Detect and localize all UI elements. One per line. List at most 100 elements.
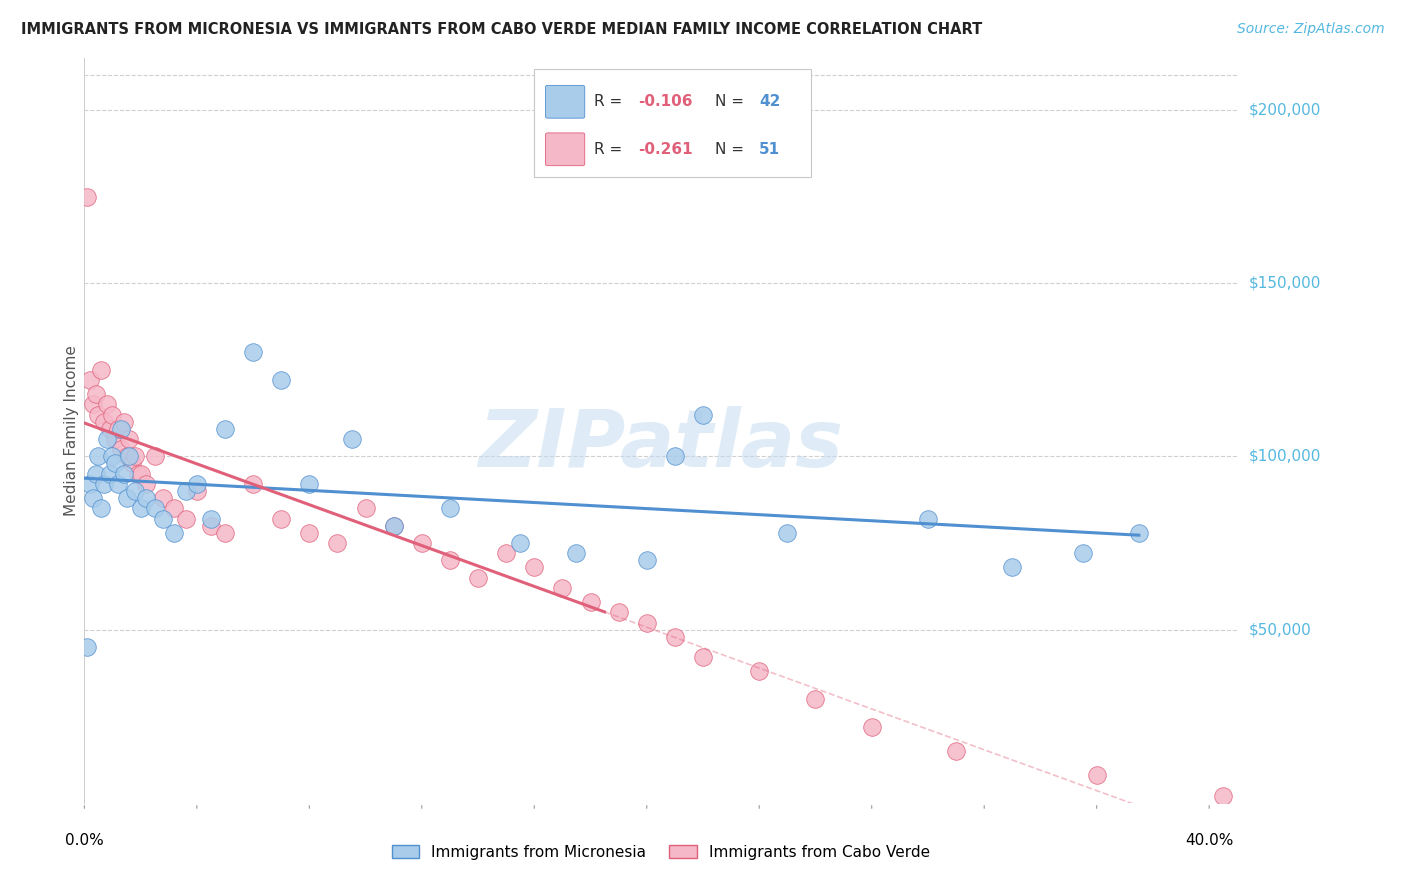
Point — [79, 477, 101, 491]
Point — [467, 571, 489, 585]
Point — [242, 345, 264, 359]
Text: 42: 42 — [759, 95, 780, 110]
Point — [79, 373, 101, 387]
Point — [90, 363, 112, 377]
Point — [129, 467, 152, 481]
FancyBboxPatch shape — [546, 86, 585, 118]
Point — [152, 512, 174, 526]
Point — [87, 450, 110, 464]
Point — [200, 518, 222, 533]
Point — [87, 408, 110, 422]
Point — [96, 432, 118, 446]
Point — [1212, 789, 1234, 803]
Point — [1071, 546, 1094, 560]
Point — [107, 422, 129, 436]
Point — [76, 640, 98, 654]
Point — [104, 456, 127, 470]
Point — [664, 450, 686, 464]
Point — [107, 477, 129, 491]
Point — [143, 501, 166, 516]
Legend: Immigrants from Micronesia, Immigrants from Cabo Verde: Immigrants from Micronesia, Immigrants f… — [385, 838, 936, 866]
Point — [340, 432, 363, 446]
Point — [118, 432, 141, 446]
Point — [411, 536, 433, 550]
Text: 40.0%: 40.0% — [1185, 833, 1233, 848]
Point — [127, 467, 149, 481]
Point — [124, 450, 146, 464]
Point — [200, 512, 222, 526]
Text: $50,000: $50,000 — [1249, 622, 1312, 637]
Point — [214, 525, 236, 540]
Text: -0.261: -0.261 — [638, 142, 692, 157]
Point — [110, 442, 132, 457]
Point — [115, 491, 138, 505]
Point — [135, 477, 157, 491]
Point — [748, 664, 770, 678]
Point — [93, 415, 115, 429]
Point — [101, 408, 124, 422]
Point — [439, 553, 461, 567]
Text: $200,000: $200,000 — [1249, 103, 1320, 118]
Point — [382, 518, 405, 533]
Point — [1001, 560, 1024, 574]
Text: R =: R = — [593, 95, 627, 110]
Point — [98, 422, 121, 436]
Point — [607, 605, 630, 619]
Point — [96, 397, 118, 411]
Point — [186, 483, 208, 498]
Point — [509, 536, 531, 550]
Point — [82, 397, 104, 411]
Point — [110, 422, 132, 436]
Point — [523, 560, 546, 574]
Point — [124, 483, 146, 498]
Point — [298, 477, 321, 491]
Point — [84, 467, 107, 481]
Text: Source: ZipAtlas.com: Source: ZipAtlas.com — [1237, 22, 1385, 37]
Point — [804, 691, 827, 706]
Point — [129, 501, 152, 516]
Point — [776, 525, 799, 540]
Point — [163, 501, 186, 516]
Point — [1128, 525, 1150, 540]
Point — [326, 536, 349, 550]
Point — [112, 467, 135, 481]
FancyBboxPatch shape — [546, 133, 585, 166]
Point — [692, 408, 714, 422]
Point — [98, 467, 121, 481]
Point — [112, 415, 135, 429]
Point — [174, 483, 197, 498]
Point — [270, 373, 292, 387]
FancyBboxPatch shape — [534, 70, 811, 178]
Text: IMMIGRANTS FROM MICRONESIA VS IMMIGRANTS FROM CABO VERDE MEDIAN FAMILY INCOME CO: IMMIGRANTS FROM MICRONESIA VS IMMIGRANTS… — [21, 22, 983, 37]
Point — [93, 477, 115, 491]
Point — [90, 501, 112, 516]
Text: R =: R = — [593, 142, 627, 157]
Point — [163, 525, 186, 540]
Point — [270, 512, 292, 526]
Point — [298, 525, 321, 540]
Point — [242, 477, 264, 491]
Point — [692, 650, 714, 665]
Text: 0.0%: 0.0% — [65, 833, 104, 848]
Text: N =: N = — [716, 142, 749, 157]
Point — [382, 518, 405, 533]
Point — [860, 720, 883, 734]
Point — [917, 512, 939, 526]
Text: 51: 51 — [759, 142, 780, 157]
Point — [115, 450, 138, 464]
Point — [135, 491, 157, 505]
Point — [551, 581, 574, 595]
Point — [186, 477, 208, 491]
Point — [82, 491, 104, 505]
Text: $100,000: $100,000 — [1249, 449, 1320, 464]
Point — [1085, 768, 1108, 782]
Point — [579, 595, 602, 609]
Point — [104, 432, 127, 446]
Point — [945, 744, 967, 758]
Point — [118, 450, 141, 464]
Point — [495, 546, 517, 560]
Point — [664, 630, 686, 644]
Text: $150,000: $150,000 — [1249, 276, 1320, 291]
Y-axis label: Median Family Income: Median Family Income — [63, 345, 79, 516]
Text: -0.106: -0.106 — [638, 95, 692, 110]
